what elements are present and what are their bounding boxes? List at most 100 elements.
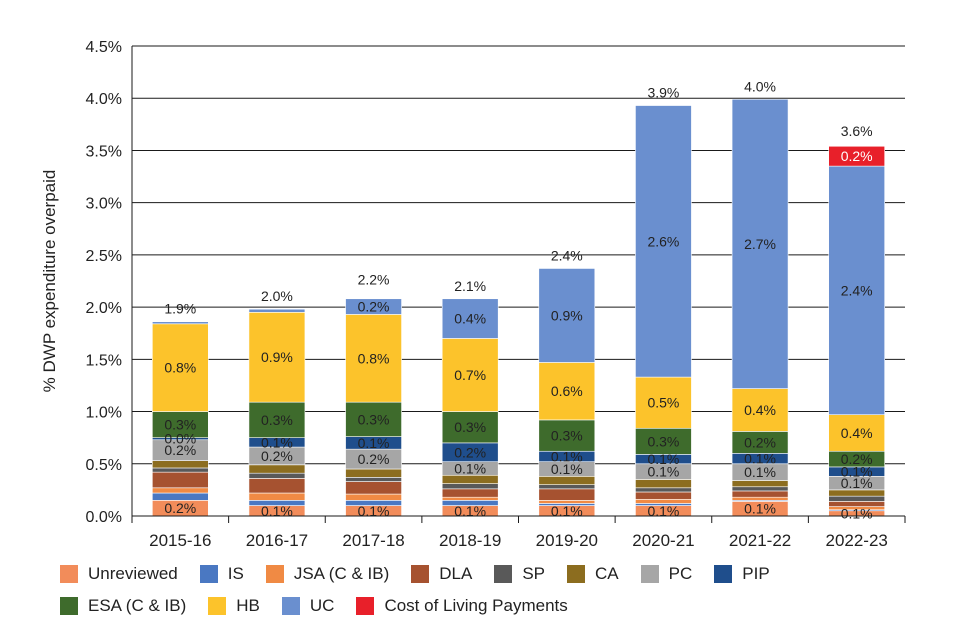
bar-segment: [538, 488, 596, 501]
bar-segment: [441, 496, 499, 501]
x-tick-label: 2020-21: [632, 531, 694, 550]
x-tick-label: 2016-17: [246, 531, 308, 550]
bar-segment: [152, 323, 209, 412]
bar-segment: [248, 308, 306, 313]
bar-segment: [635, 376, 692, 429]
bar-segment: [731, 98, 789, 389]
legend-swatch: [714, 565, 733, 583]
bar-segment: [345, 481, 402, 495]
bar-segment: [152, 487, 209, 494]
legend-item: PC: [640, 564, 693, 584]
bar-segment: [538, 362, 596, 421]
y-tick-label: 2.5%: [86, 248, 122, 265]
bar-segment: [441, 488, 499, 498]
data-label: 0.8%: [164, 360, 196, 376]
bar-segment: [731, 486, 789, 492]
legend-label: PC: [668, 564, 693, 583]
data-label: 0.1%: [647, 503, 679, 519]
data-label: 0.1%: [261, 434, 293, 450]
data-label: 0.1%: [261, 503, 293, 519]
bar-segment: [731, 388, 789, 432]
legend-label: HB: [236, 596, 260, 615]
legend-swatch: [60, 565, 78, 583]
x-tick-label: 2018-19: [439, 531, 501, 550]
bar-segment: [248, 478, 306, 494]
data-label: 0.5%: [647, 395, 679, 411]
bar-segment: [441, 411, 499, 444]
legend-swatch: [60, 597, 78, 615]
data-label: 0.2%: [841, 451, 873, 467]
total-label: 2.0%: [261, 288, 293, 304]
legend-item: ESA (C & IB): [60, 596, 186, 616]
y-tick-label: 3.5%: [86, 143, 122, 160]
bar-segment: [152, 460, 209, 469]
legend-swatch: [199, 565, 218, 583]
legend-label: ESA (C & IB): [88, 596, 187, 615]
y-tick-label: 0.5%: [86, 457, 122, 474]
legend-item: SP: [494, 564, 545, 584]
legend-swatch: [494, 565, 513, 583]
data-label: 0.1%: [744, 501, 776, 517]
legend-item: Cost of Living Payments: [356, 596, 568, 616]
legend-item: HB: [208, 596, 260, 616]
bar-segment: [635, 105, 692, 378]
bar-segment: [828, 165, 885, 415]
data-label: 0.2%: [358, 451, 390, 467]
data-label: 0.1%: [358, 503, 390, 519]
x-tick-label: 2019-20: [536, 531, 598, 550]
bar-segment: [441, 298, 499, 339]
data-label: 0.6%: [551, 383, 583, 399]
legend-label: Cost of Living Payments: [384, 596, 568, 615]
data-label: 0.0%: [164, 431, 196, 447]
total-label: 3.9%: [647, 85, 679, 101]
bar-segment: [731, 480, 789, 488]
bar-segment: [345, 401, 402, 437]
legend-label: SP: [522, 564, 546, 583]
y-tick-label: 4.0%: [86, 91, 122, 108]
bar-segment: [538, 484, 596, 490]
legend-item: JSA (C & IB): [265, 564, 390, 584]
bar-segment: [345, 477, 402, 482]
y-tick-label: 3.0%: [86, 196, 122, 213]
data-label: 0.2%: [164, 442, 196, 458]
legend-swatch: [356, 597, 375, 615]
bar-segment: [248, 464, 306, 474]
data-label: 0.1%: [744, 451, 776, 467]
data-label: 0.4%: [744, 402, 776, 418]
x-tick-label: 2017-18: [342, 531, 404, 550]
x-tick-label: 2022-23: [825, 531, 887, 550]
data-label: 0.2%: [164, 500, 196, 516]
data-label: 0.2%: [744, 434, 776, 450]
data-label: 0.2%: [841, 148, 873, 164]
legend-swatch: [640, 565, 659, 583]
total-label: 2.4%: [551, 247, 583, 263]
data-label: 0.3%: [647, 433, 679, 449]
data-label: 2.6%: [647, 233, 679, 249]
total-label: 3.6%: [841, 123, 873, 139]
data-label: 0.3%: [454, 419, 486, 435]
bar-segment: [441, 338, 499, 412]
bar-segment: [248, 312, 306, 403]
bar-segment: [152, 411, 209, 438]
bar-segment: [345, 468, 402, 478]
legend-label: JSA (C & IB): [293, 564, 390, 583]
y-tick-label: 1.5%: [86, 352, 122, 369]
data-label: 0.1%: [744, 464, 776, 480]
bar-segment: [441, 474, 499, 484]
bar-segment: [635, 479, 692, 489]
bar-segment: [538, 268, 596, 363]
x-tick-label: 2021-22: [729, 531, 791, 550]
data-label: 0.1%: [551, 461, 583, 477]
y-tick-label: 1.0%: [86, 405, 122, 422]
data-label: 0.3%: [358, 411, 390, 427]
y-axis-title: % DWP expenditure overpaid: [40, 170, 59, 393]
total-label: 2.2%: [358, 271, 390, 287]
bar-segment: [635, 487, 692, 493]
total-label: 4.0%: [744, 78, 776, 94]
data-label: 0.1%: [841, 464, 873, 480]
x-tick-label: 2015-16: [149, 531, 211, 550]
bar-segment: [152, 321, 209, 325]
data-label: 0.8%: [358, 350, 390, 366]
bar-segment: [248, 492, 306, 501]
